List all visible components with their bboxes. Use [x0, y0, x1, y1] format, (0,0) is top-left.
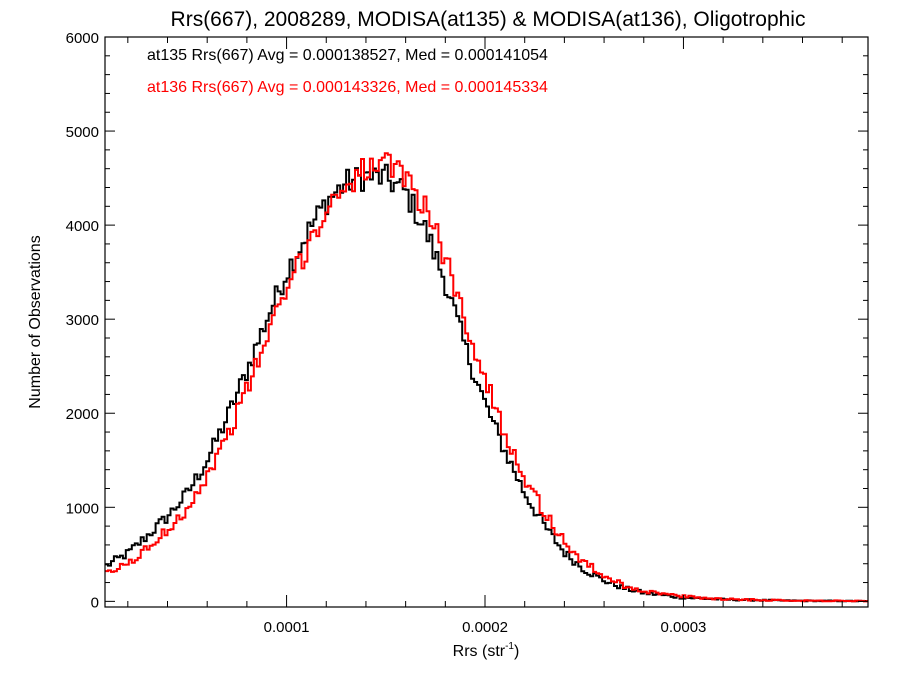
x-axis-title-sup: -1: [505, 641, 514, 652]
legend-entry-at136: at136 Rrs(667) Avg = 0.000143326, Med = …: [147, 79, 548, 96]
chart-title: Rrs(667), 2008289, MODISA(at135) & MODIS…: [171, 8, 806, 31]
y-tick-label: 3000: [66, 312, 99, 329]
y-tick-label: 1000: [66, 500, 99, 517]
y-tick-label: 2000: [66, 406, 99, 423]
x-axis-title-close: ): [514, 643, 519, 660]
y-tick-label: 6000: [66, 30, 99, 47]
x-axis-ticks: 0.0001 0.0002 0.0003: [127, 37, 843, 636]
x-axis-title-main: Rrs (str: [453, 643, 506, 660]
x-tick-label: 0.0001: [264, 619, 310, 636]
y-tick-label: 5000: [66, 124, 99, 141]
plot-frame: [104, 36, 869, 608]
x-axis-title: Rrs (str-1): [453, 641, 520, 660]
y-axis-ticks: 0 1000 2000 3000 4000 5000 6000: [66, 30, 868, 611]
legend-entry-at135: at135 Rrs(667) Avg = 0.000138527, Med = …: [147, 47, 548, 64]
series-line-at136: [105, 152, 868, 603]
x-tick-label: 0.0002: [462, 619, 508, 636]
y-tick-label: 4000: [66, 218, 99, 235]
y-axis-title: Number of Observations: [27, 235, 44, 408]
series-layer: [105, 152, 868, 603]
y-tick-label: 0: [91, 594, 99, 611]
x-tick-label: 0.0003: [661, 619, 707, 636]
